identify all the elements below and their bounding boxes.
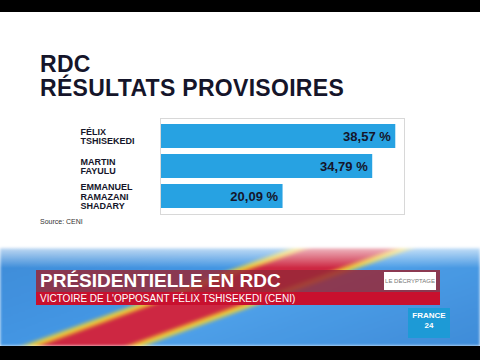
html-text:24: 24 xyxy=(424,321,434,330)
html-text:RÉSULTATS PROVISOIRES: RÉSULTATS PROVISOIRES xyxy=(40,75,345,101)
svg-text:20,09 %: 20,09 % xyxy=(230,189,278,204)
html-text:Source: CENI: Source: CENI xyxy=(40,218,83,225)
svg-text:38,57 %: 38,57 % xyxy=(343,129,391,144)
html-text:FRANCE: FRANCE xyxy=(412,311,446,320)
svg-text:34,79 %: 34,79 % xyxy=(320,159,368,174)
html-text:RDC: RDC xyxy=(40,51,91,77)
html-text:PRÉSIDENTIELLE EN RDC: PRÉSIDENTIELLE EN RDC xyxy=(40,270,281,291)
html-text:LE DÉCRYPTAGE: LE DÉCRYPTAGE xyxy=(385,278,435,284)
svg-text:MARTINFAYULU: MARTINFAYULU xyxy=(81,157,116,176)
svg-text:FÉLIXTSHISEKEDI: FÉLIXTSHISEKEDI xyxy=(81,127,135,146)
svg-text:EMMANUELRAMAZANISHADARY: EMMANUELRAMAZANISHADARY xyxy=(81,182,133,211)
html-text:VICTOIRE DE L'OPPOSANT FÉLIX T: VICTOIRE DE L'OPPOSANT FÉLIX TSHISEKEDI … xyxy=(40,293,296,304)
